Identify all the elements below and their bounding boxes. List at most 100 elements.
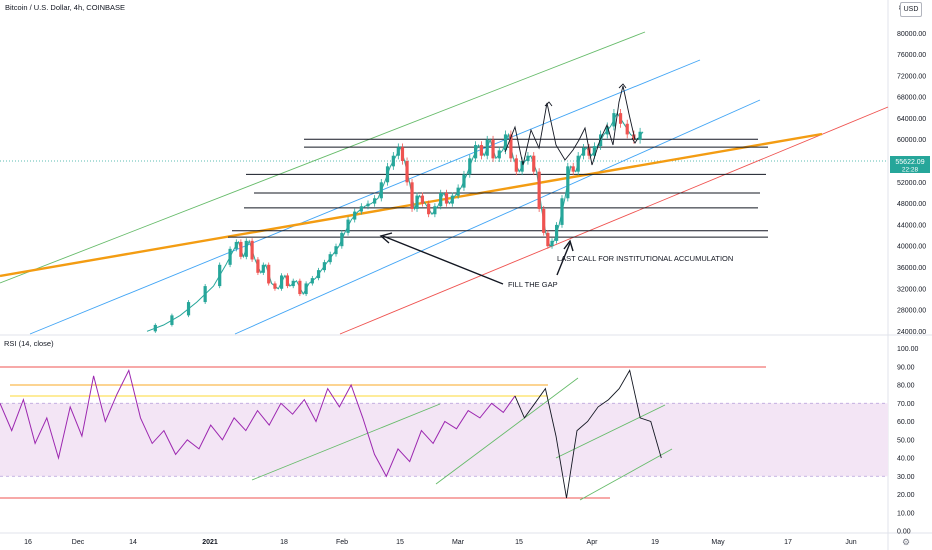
candle-body bbox=[256, 259, 260, 273]
fill-the-gap-arrow-head bbox=[379, 232, 393, 244]
candle-body bbox=[638, 131, 642, 140]
candle-body bbox=[396, 147, 400, 156]
candle-body bbox=[605, 126, 609, 135]
horizontal-levels bbox=[228, 138, 768, 238]
rsi-axis[interactable]: 100.00 90.00 80.00 70.00 60.00 50.00 40.00 30.0… bbox=[897, 346, 919, 536]
candle-body bbox=[514, 158, 518, 172]
time-tick-label: Mar bbox=[452, 539, 465, 546]
candle-body bbox=[322, 262, 326, 271]
candle-body bbox=[625, 123, 629, 135]
candle-body bbox=[554, 224, 559, 241]
candle-body bbox=[316, 270, 321, 279]
candle-body bbox=[244, 240, 248, 257]
price-tick-label: 68000.00 bbox=[897, 95, 926, 102]
candle-body bbox=[379, 182, 383, 199]
candle-body bbox=[304, 283, 308, 295]
last-call-label: LAST CALL FOR INSTITUTIONAL ACCUMULATION bbox=[557, 254, 733, 263]
candle-body bbox=[444, 192, 449, 204]
candle-body bbox=[479, 145, 484, 156]
blue-channel-line-1 bbox=[29, 59, 701, 335]
accumulation-arrow bbox=[556, 242, 571, 276]
currency-button[interactable]: USD bbox=[900, 2, 922, 17]
arrow-head-2 bbox=[618, 83, 627, 89]
rsi-green-trend-2 bbox=[435, 377, 579, 485]
time-tick-label: 19 bbox=[651, 539, 659, 546]
rsi-tick-label: 80.00 bbox=[897, 383, 915, 390]
candle-body bbox=[462, 174, 466, 188]
candle-body bbox=[410, 182, 414, 209]
rsi-tick-label: 40.00 bbox=[897, 456, 915, 463]
rsi-tick-label: 50.00 bbox=[897, 437, 915, 444]
candle-body bbox=[218, 264, 222, 287]
time-tick-label: 16 bbox=[24, 539, 32, 546]
price-pane[interactable] bbox=[0, 0, 888, 334]
arrow-head-1 bbox=[544, 101, 553, 107]
candle-body bbox=[285, 275, 290, 287]
candle-body bbox=[532, 155, 536, 172]
rsi-tick-label: 30.00 bbox=[897, 474, 915, 481]
time-tick-label: 17 bbox=[784, 539, 792, 546]
candle-body bbox=[537, 171, 541, 209]
time-tick-label: Feb bbox=[336, 539, 348, 546]
candle-body bbox=[366, 203, 370, 207]
candle-body bbox=[550, 240, 554, 247]
accumulation-arrow-head bbox=[563, 239, 574, 252]
time-tick-label: 15 bbox=[515, 539, 523, 546]
price-tick-label: 60000.00 bbox=[897, 137, 926, 144]
candle-body bbox=[373, 198, 377, 204]
rsi-green-trend-4 bbox=[579, 448, 673, 501]
candle-body bbox=[279, 275, 284, 289]
candle-body bbox=[228, 248, 232, 265]
price-tick-label: 24000.00 bbox=[897, 329, 926, 336]
candle-body bbox=[560, 198, 564, 225]
time-tick-label: 15 bbox=[396, 539, 404, 546]
time-axis[interactable]: 16 Dec 14 2021 18 Feb 15 Mar 15 Apr 19 May 17 Jun bbox=[24, 539, 857, 546]
candle-body bbox=[385, 166, 390, 183]
time-tick-label: 18 bbox=[280, 539, 288, 546]
candle-body bbox=[298, 280, 302, 295]
rsi-tick-label: 100.00 bbox=[897, 346, 919, 353]
gear-icon[interactable]: ⚙ bbox=[902, 537, 911, 547]
candle-body bbox=[420, 195, 425, 204]
price-tick-label: 48000.00 bbox=[897, 201, 926, 208]
candle-body bbox=[273, 283, 277, 289]
candle-body bbox=[497, 150, 501, 159]
arrow-head-3 bbox=[631, 137, 639, 144]
price-axis[interactable]: 80000.00 76000.00 72000.00 68000.00 64000.00… bbox=[897, 31, 926, 336]
rsi-band-fill bbox=[0, 403, 888, 477]
rsi-tick-label: 20.00 bbox=[897, 492, 915, 499]
rsi-tick-label: 0.00 bbox=[897, 529, 911, 536]
price-tick-label: 64000.00 bbox=[897, 116, 926, 123]
time-tick-label: Apr bbox=[587, 539, 599, 546]
candle-body bbox=[485, 139, 489, 156]
candle-body bbox=[400, 147, 405, 162]
time-tick-label: 14 bbox=[129, 539, 137, 546]
rsi-tick-label: 60.00 bbox=[897, 419, 915, 426]
rsi-green-trend-1 bbox=[251, 403, 441, 481]
price-tick-label: 36000.00 bbox=[897, 265, 926, 272]
candle-body bbox=[353, 211, 357, 220]
price-zigzag-arrow bbox=[504, 85, 636, 166]
candle-body bbox=[439, 192, 443, 207]
last-price-value: 55622.09 bbox=[895, 159, 924, 166]
time-tick-label: 2021 bbox=[202, 539, 218, 546]
candle-body bbox=[456, 187, 460, 196]
candle-body bbox=[450, 195, 454, 204]
candle-body bbox=[239, 241, 243, 257]
candle-body bbox=[581, 147, 586, 156]
candle-body bbox=[632, 134, 636, 140]
rsi-projection-arrow bbox=[514, 369, 662, 499]
candle-body bbox=[599, 134, 603, 147]
rsi-indicator-title[interactable]: RSI (14, close) bbox=[4, 339, 54, 348]
candle-body bbox=[340, 232, 344, 247]
candle-body bbox=[542, 208, 546, 233]
candle-body bbox=[153, 324, 157, 332]
time-tick-label: May bbox=[711, 539, 725, 546]
price-tick-label: 28000.00 bbox=[897, 308, 926, 315]
fill-the-gap-label: FILL THE GAP bbox=[508, 280, 558, 289]
price-tick-label: 44000.00 bbox=[897, 222, 926, 229]
candle-body bbox=[509, 134, 513, 159]
fill-the-gap-arrow bbox=[382, 235, 504, 285]
candle-body bbox=[612, 113, 616, 127]
